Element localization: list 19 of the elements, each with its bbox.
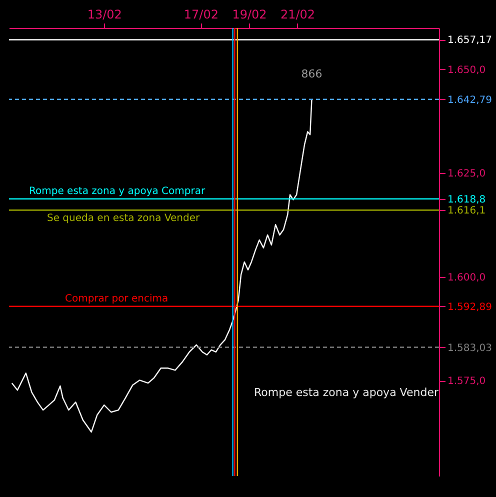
x-tick-label: 17/02	[184, 8, 218, 22]
annotation: 866	[301, 67, 322, 80]
y-tick-label: 1.616,1	[448, 206, 486, 217]
y-tick-label: 1.600,0	[448, 272, 486, 284]
y-tick-label: 1.592,89	[448, 302, 492, 313]
annotation: Rompe esta zona y apoya Vender	[254, 386, 439, 399]
y-tick-label: 1.642,79	[448, 94, 492, 106]
y-tick-label: 1.625,0	[448, 168, 486, 180]
x-tick-label: 13/02	[87, 8, 122, 22]
y-tick-label: 1.650,0	[448, 64, 486, 76]
x-tick-label: 21/02	[280, 8, 316, 22]
y-tick-label: 1.583,03	[448, 342, 492, 354]
ref-line-label: Comprar por encima	[65, 293, 168, 304]
ref-line-label: Se queda en esta zona Vender	[47, 213, 200, 224]
y-tick-label: 1.575,0	[448, 376, 486, 388]
x-tick-label: 19/02	[232, 8, 267, 22]
y-tick-label: 1.618,8	[448, 194, 486, 206]
ref-line-label: Rompe esta zona y apoya Comprar	[29, 186, 206, 197]
y-tick-label: 1.657,17	[448, 35, 492, 46]
